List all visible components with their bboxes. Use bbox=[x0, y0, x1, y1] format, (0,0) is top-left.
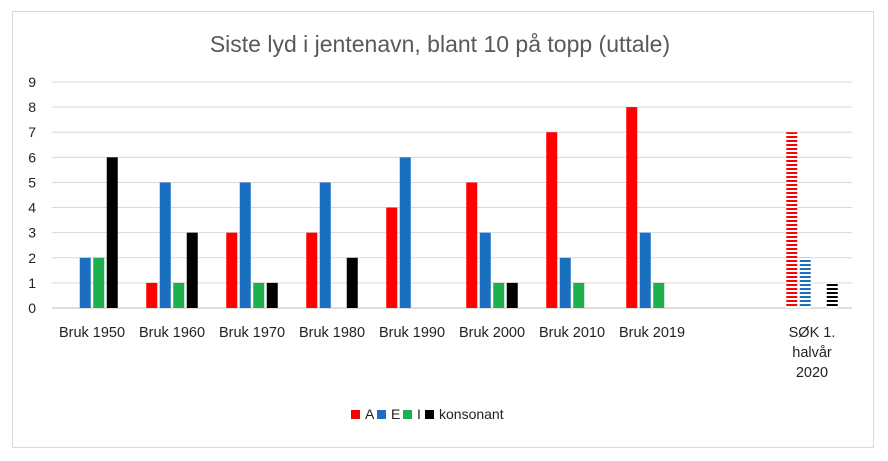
bar-a-9 bbox=[786, 132, 798, 308]
legend-swatch-i bbox=[403, 410, 412, 419]
y-axis-ticks: 0 1 2 3 4 5 6 7 8 9 bbox=[28, 74, 36, 316]
bar-konsonant-0 bbox=[106, 157, 118, 308]
y-tick-label: 3 bbox=[28, 225, 36, 241]
bar-a-3 bbox=[306, 232, 318, 308]
x-category-label: halvår bbox=[792, 345, 832, 361]
bar-a-1 bbox=[146, 282, 158, 308]
legend-label: A bbox=[365, 406, 375, 422]
legend-label: konsonant bbox=[439, 406, 504, 422]
bar-e-1 bbox=[159, 182, 171, 308]
x-category-label: Bruk 1990 bbox=[379, 325, 445, 341]
x-category-label: Bruk 1980 bbox=[299, 325, 365, 341]
bar-a-6 bbox=[546, 132, 558, 308]
y-tick-label: 4 bbox=[28, 200, 36, 216]
x-category-label: 2020 bbox=[796, 365, 828, 381]
bar-e-7 bbox=[639, 232, 651, 308]
y-tick-label: 1 bbox=[28, 275, 36, 291]
bar-i-0 bbox=[93, 257, 105, 308]
bar-e-2 bbox=[239, 182, 251, 308]
bar-e-5 bbox=[479, 232, 491, 308]
bar-i-1 bbox=[173, 282, 185, 308]
bar-i-6 bbox=[573, 282, 585, 308]
bar-konsonant-3 bbox=[346, 257, 358, 308]
legend-label: E bbox=[391, 406, 400, 422]
y-tick-label: 2 bbox=[28, 250, 36, 266]
x-axis-labels: Bruk 1950 Bruk 1960 Bruk 1970 Bruk 1980 Bruk… bbox=[59, 325, 835, 381]
bar-e-6 bbox=[559, 257, 571, 308]
y-tick-label: 0 bbox=[28, 300, 36, 316]
bar-a-2 bbox=[226, 232, 238, 308]
legend-swatch-konsonant bbox=[425, 410, 434, 419]
bar-e-4 bbox=[399, 157, 411, 308]
x-category-label: Bruk 2000 bbox=[459, 325, 525, 341]
bar-e-3 bbox=[319, 182, 331, 308]
bar-i-7 bbox=[653, 282, 665, 308]
y-tick-label: 7 bbox=[28, 124, 36, 140]
x-category-label: Bruk 2010 bbox=[539, 325, 605, 341]
legend-swatch-a bbox=[351, 410, 360, 419]
bar-konsonant-2 bbox=[266, 282, 278, 308]
x-category-label: Bruk 1950 bbox=[59, 325, 125, 341]
bar-konsonant-9 bbox=[826, 282, 838, 308]
chart-title: Siste lyd i jentenavn, blant 10 på topp … bbox=[210, 31, 670, 57]
legend-swatch-e bbox=[377, 410, 386, 419]
bar-a-5 bbox=[466, 182, 478, 308]
bar-i-2 bbox=[253, 282, 265, 308]
bar-i-5 bbox=[493, 282, 505, 308]
y-tick-label: 9 bbox=[28, 74, 36, 90]
bar-konsonant-5 bbox=[506, 282, 518, 308]
bar-konsonant-1 bbox=[186, 232, 198, 308]
x-category-label: Bruk 2019 bbox=[619, 325, 685, 341]
gridlines bbox=[52, 81, 852, 309]
y-tick-label: 8 bbox=[28, 99, 36, 115]
x-category-label: Bruk 1960 bbox=[139, 325, 205, 341]
y-tick-label: 6 bbox=[28, 149, 36, 165]
y-tick-label: 5 bbox=[28, 174, 36, 190]
x-category-label: Bruk 1970 bbox=[219, 325, 285, 341]
bar-a-7 bbox=[626, 107, 638, 308]
x-category-label: SØK 1. bbox=[789, 325, 836, 341]
chart-frame bbox=[12, 11, 874, 448]
bar-e-0 bbox=[79, 257, 91, 308]
bars bbox=[79, 107, 838, 308]
bar-a-4 bbox=[386, 207, 398, 308]
bar-e-9 bbox=[799, 257, 811, 308]
legend-label: I bbox=[417, 406, 421, 422]
